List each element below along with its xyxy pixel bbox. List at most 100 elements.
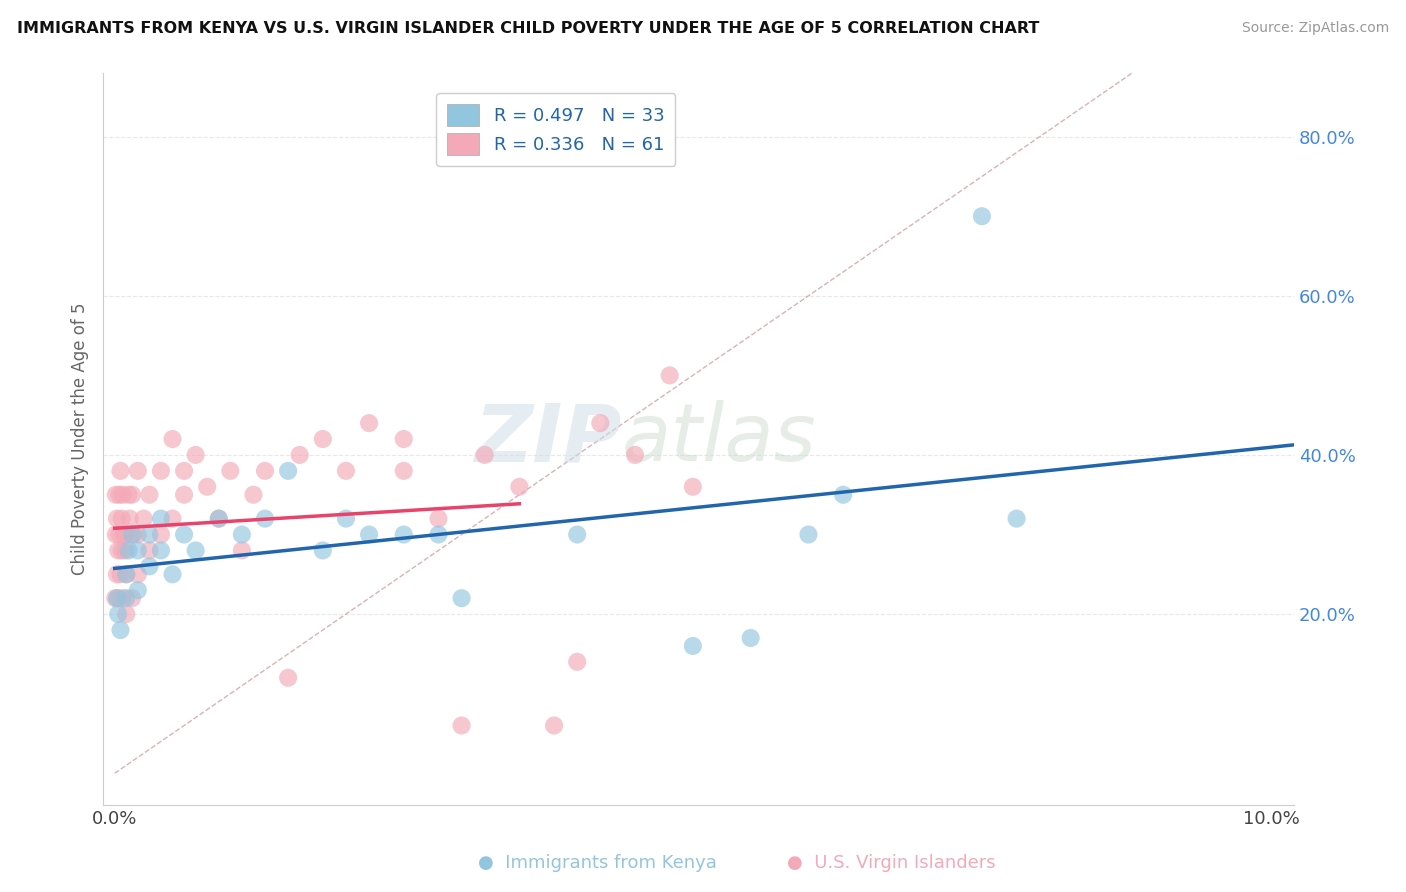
Point [108,527,131,541]
Point [832,488,855,502]
Point [242,488,264,502]
Point [335,511,357,525]
Point [127,567,149,582]
Point [121,488,143,502]
Point [111,543,134,558]
Point [682,480,704,494]
Text: ZIP: ZIP [474,400,621,478]
Point [450,591,472,606]
Point [121,527,143,541]
Point [231,543,253,558]
Point [427,527,450,541]
Point [115,607,138,621]
Point [392,527,415,541]
Point [740,631,762,645]
Point [105,511,128,525]
Point [105,591,128,606]
Point [149,527,172,541]
Point [112,527,135,541]
Point [970,209,993,223]
Point [138,527,160,541]
Point [138,559,160,574]
Point [162,432,184,446]
Point [114,543,136,558]
Point [195,480,218,494]
Point [132,511,155,525]
Point [312,432,335,446]
Point [115,567,138,582]
Point [567,527,589,541]
Point [107,607,129,621]
Legend: R = 0.497   N = 33, R = 0.336   N = 61: R = 0.497 N = 33, R = 0.336 N = 61 [436,93,675,166]
Point [231,527,253,541]
Point [149,543,172,558]
Text: ●  Immigrants from Kenya: ● Immigrants from Kenya [478,855,717,872]
Point [312,543,335,558]
Point [1005,511,1028,525]
Point [208,511,231,525]
Point [392,432,415,446]
Point [797,527,820,541]
Point [162,511,184,525]
Point [110,464,132,478]
Point [105,567,128,582]
Point [121,591,143,606]
Point [277,464,299,478]
Point [127,527,149,541]
Point [392,464,415,478]
Point [288,448,311,462]
Point [108,488,131,502]
Point [359,527,381,541]
Point [658,368,681,383]
Point [115,567,138,582]
Y-axis label: Child Poverty Under the Age of 5: Child Poverty Under the Age of 5 [72,302,89,575]
Point [104,591,127,606]
Point [149,511,172,525]
Point [111,511,134,525]
Point [111,488,134,502]
Point [682,639,704,653]
Point [624,448,647,462]
Point [107,591,129,606]
Text: atlas: atlas [621,400,815,478]
Point [474,448,496,462]
Point [427,511,450,525]
Point [107,543,129,558]
Point [508,480,530,494]
Point [253,464,276,478]
Point [117,488,139,502]
Point [104,527,127,541]
Point [253,511,276,525]
Text: IMMIGRANTS FROM KENYA VS U.S. VIRGIN ISLANDER CHILD POVERTY UNDER THE AGE OF 5 C: IMMIGRANTS FROM KENYA VS U.S. VIRGIN ISL… [17,21,1039,36]
Point [567,655,589,669]
Point [450,718,472,732]
Point [184,448,207,462]
Point [589,416,612,430]
Point [115,591,138,606]
Point [127,583,149,598]
Point [122,527,145,541]
Point [173,464,195,478]
Point [149,464,172,478]
Point [162,567,184,582]
Point [104,488,127,502]
Point [335,464,357,478]
Text: Source: ZipAtlas.com: Source: ZipAtlas.com [1241,21,1389,35]
Point [118,511,141,525]
Point [127,543,149,558]
Point [543,718,565,732]
Point [173,488,195,502]
Point [138,543,160,558]
Point [115,527,138,541]
Text: ●  U.S. Virgin Islanders: ● U.S. Virgin Islanders [787,855,995,872]
Point [110,623,132,637]
Point [277,671,299,685]
Point [117,543,139,558]
Point [127,464,149,478]
Point [219,464,242,478]
Point [110,567,132,582]
Point [111,591,134,606]
Point [138,488,160,502]
Point [173,527,195,541]
Point [184,543,207,558]
